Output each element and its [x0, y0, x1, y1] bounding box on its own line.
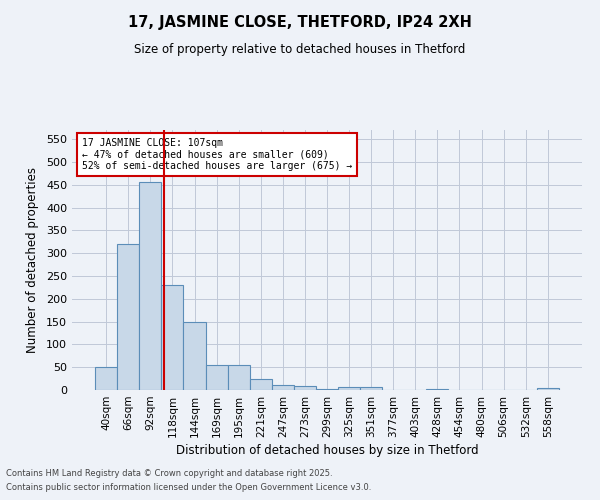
Bar — [537, 388, 559, 390]
Bar — [316, 389, 338, 390]
Bar — [117, 244, 139, 390]
Y-axis label: Number of detached properties: Number of detached properties — [26, 167, 39, 353]
Bar — [427, 388, 448, 390]
Bar — [250, 378, 272, 390]
Bar — [272, 386, 294, 390]
Text: Contains public sector information licensed under the Open Government Licence v3: Contains public sector information licen… — [6, 484, 371, 492]
Bar — [206, 365, 227, 390]
Bar — [95, 367, 117, 390]
Bar — [227, 365, 250, 390]
Bar — [360, 388, 382, 390]
Text: Size of property relative to detached houses in Thetford: Size of property relative to detached ho… — [134, 42, 466, 56]
Text: 17, JASMINE CLOSE, THETFORD, IP24 2XH: 17, JASMINE CLOSE, THETFORD, IP24 2XH — [128, 15, 472, 30]
Bar — [338, 388, 360, 390]
Bar — [161, 285, 184, 390]
Text: 17 JASMINE CLOSE: 107sqm
← 47% of detached houses are smaller (609)
52% of semi-: 17 JASMINE CLOSE: 107sqm ← 47% of detach… — [82, 138, 352, 171]
Bar — [139, 182, 161, 390]
Bar — [294, 386, 316, 390]
Bar — [184, 322, 206, 390]
Text: Contains HM Land Registry data © Crown copyright and database right 2025.: Contains HM Land Registry data © Crown c… — [6, 468, 332, 477]
X-axis label: Distribution of detached houses by size in Thetford: Distribution of detached houses by size … — [176, 444, 478, 457]
